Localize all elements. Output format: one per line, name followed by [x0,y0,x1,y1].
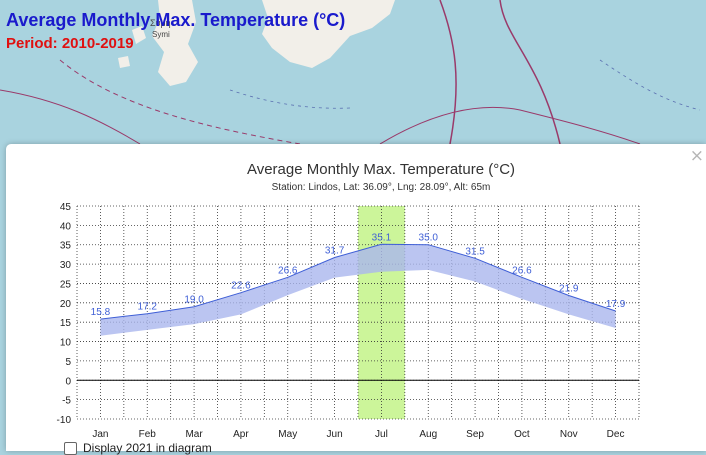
close-icon[interactable]: × [689,146,704,166]
y-tick-label: 20 [60,299,72,310]
x-tick-label: Nov [560,429,578,440]
x-tick-label: Sep [466,429,484,440]
y-tick-label: 40 [60,221,72,232]
data-label: 26.6 [512,265,532,276]
chart-popup: × Average Monthly Max. Temperature (°C) S… [6,144,706,455]
symi-island-shape [152,0,198,86]
x-tick-label: Dec [607,429,625,440]
y-tick-label: 35 [60,241,72,252]
y-tick-label: -10 [57,415,72,426]
x-tick-label: Jul [375,429,388,440]
x-tick-label: Apr [233,429,249,440]
display-2021-checkbox[interactable] [64,442,77,455]
x-tick-label: Jan [92,429,108,440]
place-label-greek: Σύμη [150,18,171,28]
x-tick-label: Mar [185,429,203,440]
data-label: 26.6 [278,265,298,276]
x-tick-label: Jun [327,429,343,440]
x-tick-label: Oct [514,429,530,440]
display-2021-label: Display 2021 in diagram [83,441,212,455]
y-tick-label: 15 [60,318,72,329]
data-label: 22.6 [231,281,251,292]
data-label: 19.0 [184,295,204,306]
island-shape [262,0,395,68]
data-label: 17.9 [606,299,626,310]
y-tick-label: 0 [65,376,71,387]
chart-title: Average Monthly Max. Temperature (°C) [247,161,515,178]
y-tick-label: 25 [60,279,72,290]
x-tick-label: May [278,429,297,440]
place-label-latin: Symi [152,30,170,39]
display-2021-option[interactable]: Display 2021 in diagram [64,441,212,455]
map-period: Period: 2010-2019 [6,35,134,52]
temperature-chart: Average Monthly Max. Temperature (°C) Sta… [57,161,640,440]
x-tick-label: Aug [419,429,437,440]
series-line [100,243,616,320]
y-tick-label: 5 [65,357,71,368]
y-tick-label: -5 [62,396,71,407]
data-label: 31.5 [465,246,485,257]
data-label: 21.9 [559,283,579,294]
data-label: 15.8 [91,307,111,318]
map-title: Average Monthly Max. Temperature (°C) [6,10,346,30]
data-label: 31.7 [325,246,345,257]
data-label: 17.2 [138,302,158,313]
y-tick-label: 45 [60,202,72,213]
y-tick-label: 30 [60,260,72,271]
data-label: 35.1 [372,232,392,243]
x-tick-label: Feb [139,429,157,440]
data-label: 35.0 [419,233,439,244]
y-tick-label: 10 [60,338,72,349]
chart-subtitle: Station: Lindos, Lat: 36.09°, Lng: 28.09… [272,182,491,193]
temperature-band [100,244,616,336]
